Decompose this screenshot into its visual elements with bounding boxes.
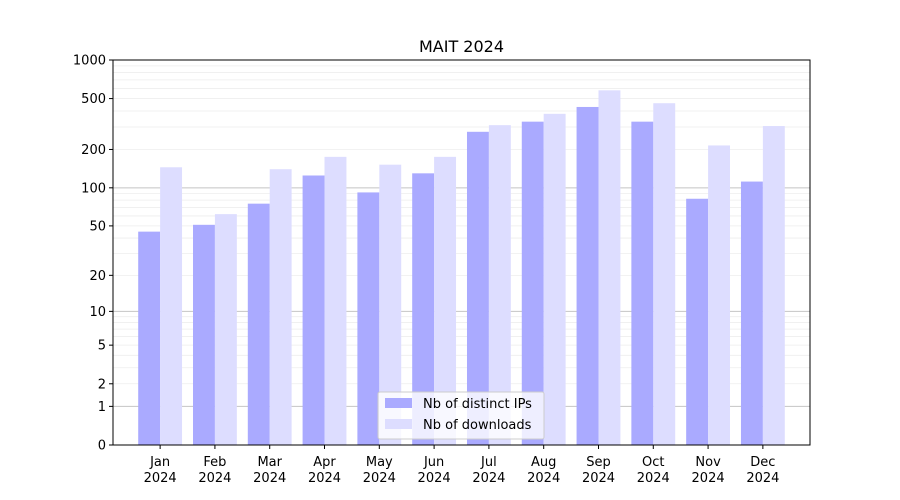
bar-distinct-ips <box>193 224 215 445</box>
x-tick-label-year: 2024 <box>527 471 560 486</box>
chart-title: MAIT 2024 <box>419 37 504 56</box>
legend-box <box>377 391 545 440</box>
x-axis-ticks: Jan2024Feb2024Mar2024Apr2024May2024Jun20… <box>144 445 779 486</box>
bar-distinct-ips <box>576 106 599 445</box>
bar-downloads <box>653 103 676 446</box>
y-tick-label: 100 <box>81 181 106 196</box>
bar-downloads <box>324 156 347 446</box>
y-tick-label: 50 <box>89 219 106 234</box>
legend: Nb of distinct IPs Nb of downloads <box>377 391 545 440</box>
x-tick-label-month: Apr <box>313 455 336 470</box>
bar-distinct-ips <box>302 175 325 445</box>
x-tick-label-month: Oct <box>642 455 664 470</box>
y-tick-label: 200 <box>81 143 106 158</box>
bars <box>138 90 785 446</box>
bar-downloads <box>379 164 402 446</box>
x-tick-label-year: 2024 <box>692 471 725 486</box>
bar-downloads <box>434 156 457 446</box>
plot-frame <box>112 59 811 446</box>
x-tick-label-month: Jul <box>480 455 497 470</box>
x-tick-label-year: 2024 <box>472 471 505 486</box>
x-tick-label-month: Feb <box>203 455 226 470</box>
x-tick-label-year: 2024 <box>582 471 615 486</box>
bar-distinct-ips <box>357 192 380 445</box>
y-tick-label: 0 <box>98 439 106 454</box>
y-tick-label: 1000 <box>73 54 106 69</box>
y-tick-label: 500 <box>81 92 106 107</box>
bar-distinct-ips <box>521 121 544 446</box>
x-tick-label-month: Jan <box>149 455 170 470</box>
x-tick-label-year: 2024 <box>418 471 451 486</box>
x-tick-label-year: 2024 <box>308 471 341 486</box>
x-tick-label-month: May <box>366 455 393 470</box>
y-tick-label: 1 <box>98 400 106 415</box>
bar-downloads <box>160 167 183 446</box>
bar-downloads <box>762 126 785 446</box>
y-tick-label: 20 <box>89 269 106 284</box>
bar-distinct-ips <box>686 198 709 445</box>
y-tick-label: 5 <box>98 339 106 354</box>
x-tick-label-month: Sep <box>586 455 611 470</box>
bar-distinct-ips <box>466 131 489 445</box>
x-tick-label-year: 2024 <box>746 471 779 486</box>
bar-downloads <box>488 125 511 445</box>
x-tick-label-month: Mar <box>257 455 282 470</box>
bar-distinct-ips <box>631 121 654 446</box>
bar-downloads <box>598 90 621 446</box>
x-tick-label-year: 2024 <box>253 471 286 486</box>
bar-downloads <box>214 214 237 445</box>
bar-distinct-ips <box>740 181 763 445</box>
bar-downloads <box>708 145 730 445</box>
x-tick-label-year: 2024 <box>198 471 231 486</box>
bar-downloads <box>269 169 292 445</box>
bar-distinct-ips <box>412 173 435 446</box>
bar-downloads <box>543 113 566 445</box>
x-tick-label-year: 2024 <box>144 471 177 486</box>
legend-label-distinct-ips: Nb of distinct IPs <box>423 397 532 412</box>
y-tick-label: 2 <box>98 377 106 392</box>
x-tick-label-year: 2024 <box>637 471 670 486</box>
bar-distinct-ips <box>138 231 161 445</box>
legend-label-downloads: Nb of downloads <box>423 418 532 433</box>
x-tick-label-month: Dec <box>750 455 775 470</box>
x-tick-label-month: Aug <box>531 455 556 470</box>
x-tick-label-month: Jun <box>423 455 444 470</box>
x-tick-label-month: Nov <box>695 455 721 470</box>
x-tick-label-year: 2024 <box>363 471 396 486</box>
y-tick-label: 10 <box>89 305 106 320</box>
y-axis-ticks: 0 1 2 5 10 20 50 100 200 500 1000 <box>73 54 113 454</box>
bar-distinct-ips <box>247 203 270 445</box>
legend-swatch-distinct-ips <box>385 398 412 408</box>
legend-swatch-downloads <box>385 419 412 429</box>
